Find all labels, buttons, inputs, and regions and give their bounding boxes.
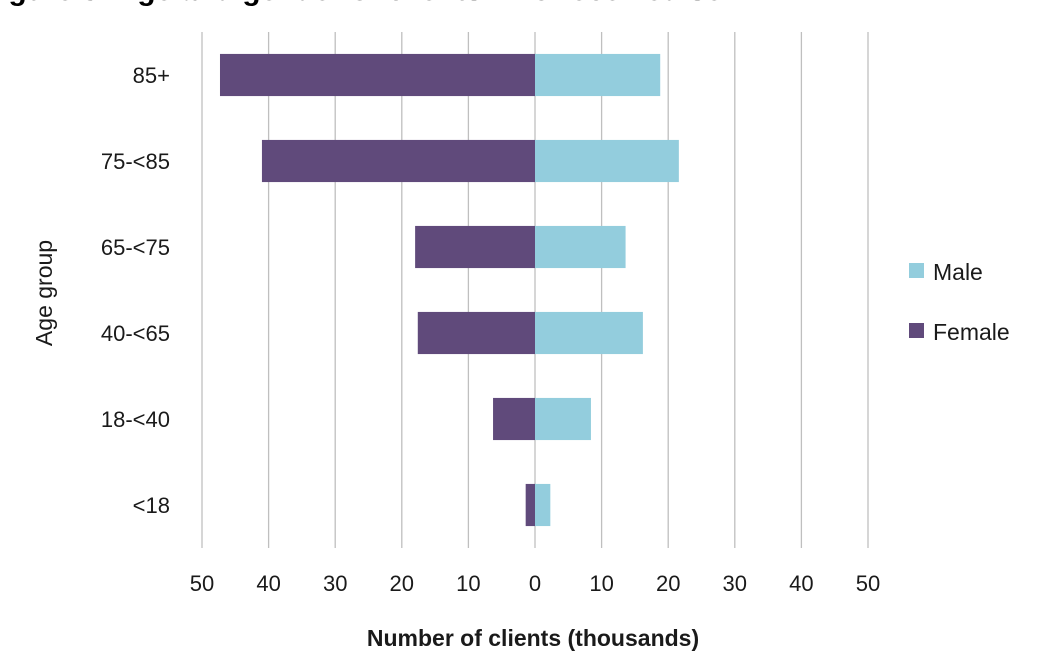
bar-male	[535, 225, 626, 269]
legend-swatch-male	[909, 263, 924, 278]
bar-male	[535, 139, 679, 183]
bar-female	[415, 225, 535, 269]
y-tick-label: 75-<85	[101, 149, 170, 174]
x-axis-label: Number of clients (thousands)	[367, 625, 699, 651]
bar-male	[535, 53, 661, 97]
bar-male	[535, 311, 643, 355]
legend-swatch-female	[909, 323, 924, 338]
bar-female	[219, 53, 535, 97]
bar-female	[261, 139, 535, 183]
x-tick-label: 20	[656, 571, 680, 596]
bar-female	[417, 311, 535, 355]
x-tick-label: 40	[789, 571, 813, 596]
legend: Male Female	[909, 259, 1010, 345]
y-tick-label: 65-<75	[101, 235, 170, 260]
bar-male	[535, 483, 551, 527]
legend-label-female: Female	[933, 319, 1010, 345]
y-tick-label: 40-<65	[101, 321, 170, 346]
bar-female	[525, 483, 535, 527]
bar-female	[493, 397, 535, 441]
y-tick-labels: 85+ 75-<85 65-<75 40-<65 18-<40 <18	[101, 63, 170, 518]
x-tick-label: 10	[456, 571, 480, 596]
y-tick-label: 85+	[133, 63, 170, 88]
chart-title: igure 3: Age and gender of clients who r…	[0, 0, 1046, 34]
bars	[219, 53, 679, 527]
y-axis-label: Age group	[31, 240, 57, 346]
x-tick-label: 50	[190, 571, 214, 596]
x-tick-label: 40	[256, 571, 280, 596]
x-tick-label: 0	[529, 571, 541, 596]
x-tick-label: 20	[390, 571, 414, 596]
y-tick-label: 18-<40	[101, 407, 170, 432]
y-tick-label: <18	[133, 493, 170, 518]
x-tick-label: 50	[856, 571, 880, 596]
legend-label-male: Male	[933, 259, 983, 285]
x-tick-label: 30	[723, 571, 747, 596]
gridlines	[201, 32, 869, 548]
bar-male	[535, 397, 591, 441]
x-tick-label: 30	[323, 571, 347, 596]
x-tick-label: 10	[589, 571, 613, 596]
x-tick-labels: 50 40 30 20 10 0 10 20 30 40 50	[190, 571, 880, 596]
